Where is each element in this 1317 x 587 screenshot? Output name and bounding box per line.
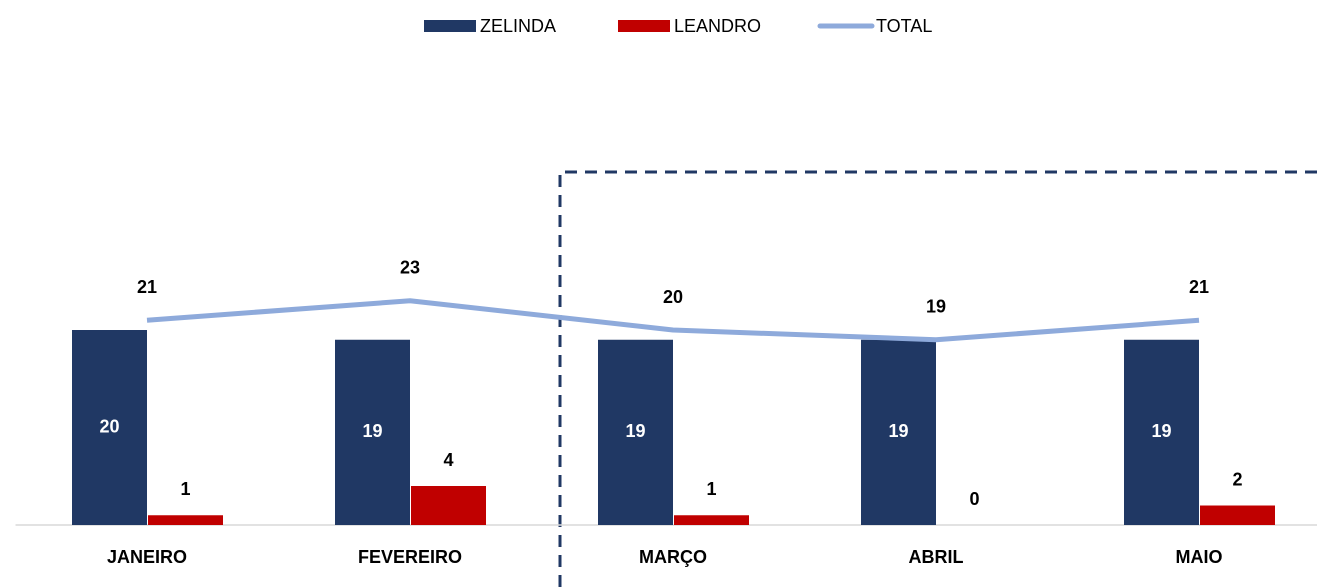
data-label: 19	[1151, 421, 1171, 441]
x-tick-label: MARÇO	[639, 547, 707, 567]
data-label: 21	[1189, 277, 1209, 297]
legend-swatch	[618, 20, 670, 32]
x-tick-label: MAIO	[1176, 547, 1223, 567]
data-label: 20	[663, 287, 683, 307]
bar	[1200, 505, 1275, 525]
bar	[335, 339, 410, 525]
data-label: 20	[99, 416, 119, 436]
legend-label: ZELINDA	[480, 16, 556, 36]
bar	[1124, 339, 1199, 525]
data-label: 4	[443, 450, 453, 470]
x-tick-label: FEVEREIRO	[358, 547, 462, 567]
bar	[674, 515, 749, 525]
line	[146, 298, 1200, 343]
data-label: 1	[706, 479, 716, 499]
bar	[72, 330, 147, 525]
bar	[598, 339, 673, 525]
bar	[861, 339, 936, 525]
data-label: 19	[362, 421, 382, 441]
bar	[148, 515, 223, 525]
data-label: 2	[1232, 469, 1242, 489]
legend-swatch	[424, 20, 476, 32]
legend-label: TOTAL	[876, 16, 932, 36]
data-label: 19	[926, 297, 946, 317]
bar	[411, 486, 486, 525]
data-label: 21	[137, 277, 157, 297]
x-tick-label: ABRIL	[909, 547, 964, 567]
data-label: 23	[400, 258, 420, 278]
data-label: 1	[180, 479, 190, 499]
data-label: 19	[625, 421, 645, 441]
data-label: 0	[969, 489, 979, 509]
x-tick-label: JANEIRO	[107, 547, 187, 567]
legend-label: LEANDRO	[674, 16, 761, 36]
data-label: 19	[888, 421, 908, 441]
